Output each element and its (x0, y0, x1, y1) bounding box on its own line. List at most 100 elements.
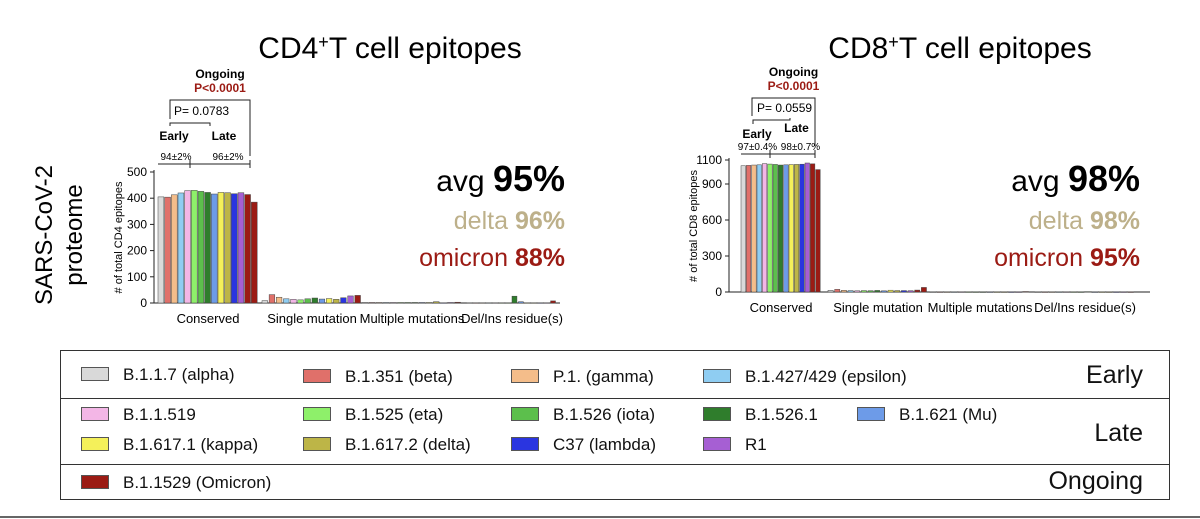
bar (550, 300, 556, 304)
legend-item: B.1.1.519 (81, 405, 196, 425)
bar (740, 165, 746, 293)
legend-swatch (81, 366, 109, 381)
bar (1070, 291, 1077, 293)
y-axis-label: # of total CD4 epitopes (113, 181, 125, 293)
bar (237, 192, 245, 304)
legend-label: B.1.526 (iota) (553, 405, 656, 424)
early-pct-label: 97±0.4% (738, 142, 778, 153)
bar (390, 302, 397, 304)
bar (347, 295, 354, 304)
bar (1008, 291, 1015, 293)
bar (794, 164, 800, 293)
bar (276, 296, 283, 304)
bottom-divider (0, 516, 1200, 518)
y-tick-label: 900 (702, 177, 722, 191)
omicron-summary: omicron 88% (419, 244, 565, 272)
legend-label: B.1.1.519 (123, 405, 196, 424)
bar (979, 291, 986, 293)
legend-label: B.1.351 (beta) (345, 367, 453, 386)
legend-item: P.1. (gamma) (511, 367, 654, 387)
legend-item: B.1.617.2 (delta) (303, 435, 471, 455)
bar (224, 192, 231, 304)
y-tick-label: 400 (127, 191, 147, 205)
omicron-summary: omicron 95% (994, 244, 1140, 272)
bar (854, 290, 861, 293)
legend-swatch (511, 368, 539, 383)
legend-item: B.1.1.7 (alpha) (81, 365, 235, 385)
bar (261, 300, 268, 304)
bar (746, 165, 752, 293)
ongoing-label: Ongoing (769, 65, 818, 79)
bar (1099, 291, 1106, 293)
ongoing-label: Ongoing (195, 67, 244, 81)
late-label: Late (784, 121, 809, 135)
side-label-line: SARS-CoV-2 (31, 165, 58, 305)
legend-swatch (81, 406, 109, 421)
legend-swatch (303, 436, 331, 451)
legend-swatch (303, 406, 331, 421)
bar (1120, 291, 1127, 293)
bar (1084, 291, 1091, 293)
bar (304, 298, 311, 304)
bar (958, 291, 965, 293)
bar (418, 302, 426, 304)
legend-item: B.1.621 (Mu) (857, 405, 997, 425)
bar (518, 301, 524, 304)
legend-group-late: Late (1094, 419, 1143, 447)
legend-label: P.1. (gamma) (553, 367, 654, 386)
bar (804, 162, 810, 293)
legend-item: B.1.351 (beta) (303, 367, 453, 387)
bar (921, 287, 927, 293)
bar (454, 301, 461, 304)
y-tick-label: 500 (127, 165, 147, 179)
y-tick-label: 1100 (696, 153, 722, 167)
late-pct-label: 96±2% (212, 152, 243, 163)
legend-item: B.1.526.1 (703, 405, 818, 425)
bar (1001, 291, 1008, 293)
figure: SARS-CoV-2 proteome CD4+T cell epitopes 0 10… (31, 32, 1150, 326)
bar (197, 191, 205, 304)
bar (1041, 291, 1049, 293)
bar (251, 201, 258, 304)
bar (1015, 291, 1022, 293)
bar (810, 163, 816, 293)
bar (901, 290, 907, 293)
legend-swatch (703, 436, 731, 451)
bar (537, 302, 543, 304)
chart-cd4: CD4+T cell epitopes 0 100 200 300 400 500# of … (113, 32, 565, 326)
legend-swatch (857, 406, 885, 421)
legend-swatch (303, 368, 331, 383)
bar (524, 302, 531, 304)
y-tick-label: 300 (702, 249, 722, 263)
bar (1049, 291, 1056, 293)
bar (217, 192, 225, 304)
legend-item: B.1.427/429 (epsilon) (703, 367, 907, 387)
bar (368, 302, 376, 304)
p-ongoing-bracket (169, 99, 251, 156)
early-label: Early (159, 129, 189, 143)
y-tick-label: 100 (127, 270, 147, 284)
bar (397, 302, 404, 304)
bar (1113, 291, 1120, 293)
chart-title: CD4+T cell epitopes (258, 32, 521, 65)
legend-label: B.1.621 (Mu) (899, 405, 998, 424)
y-tick-label: 200 (127, 244, 147, 258)
p-ongoing-label: P<0.0001 (768, 79, 820, 93)
bar (177, 192, 185, 304)
legend-swatch (703, 368, 731, 383)
bar (986, 291, 994, 293)
legend-label: B.1.1529 (Omicron) (123, 473, 272, 492)
bar (361, 302, 368, 304)
side-label-line: proteome (61, 184, 88, 285)
legend-label: B.1.525 (eta) (345, 405, 444, 424)
bar (290, 299, 297, 304)
p-late-label: P= 0.0559 (757, 101, 812, 115)
legend-swatch (81, 436, 109, 451)
legend-label: R1 (745, 435, 767, 454)
bar (498, 302, 505, 304)
bar (994, 291, 1001, 293)
x-tick-label: Multiple mutations (360, 311, 465, 326)
bar (799, 163, 805, 293)
bar (815, 169, 821, 293)
early-label: Early (742, 127, 772, 141)
